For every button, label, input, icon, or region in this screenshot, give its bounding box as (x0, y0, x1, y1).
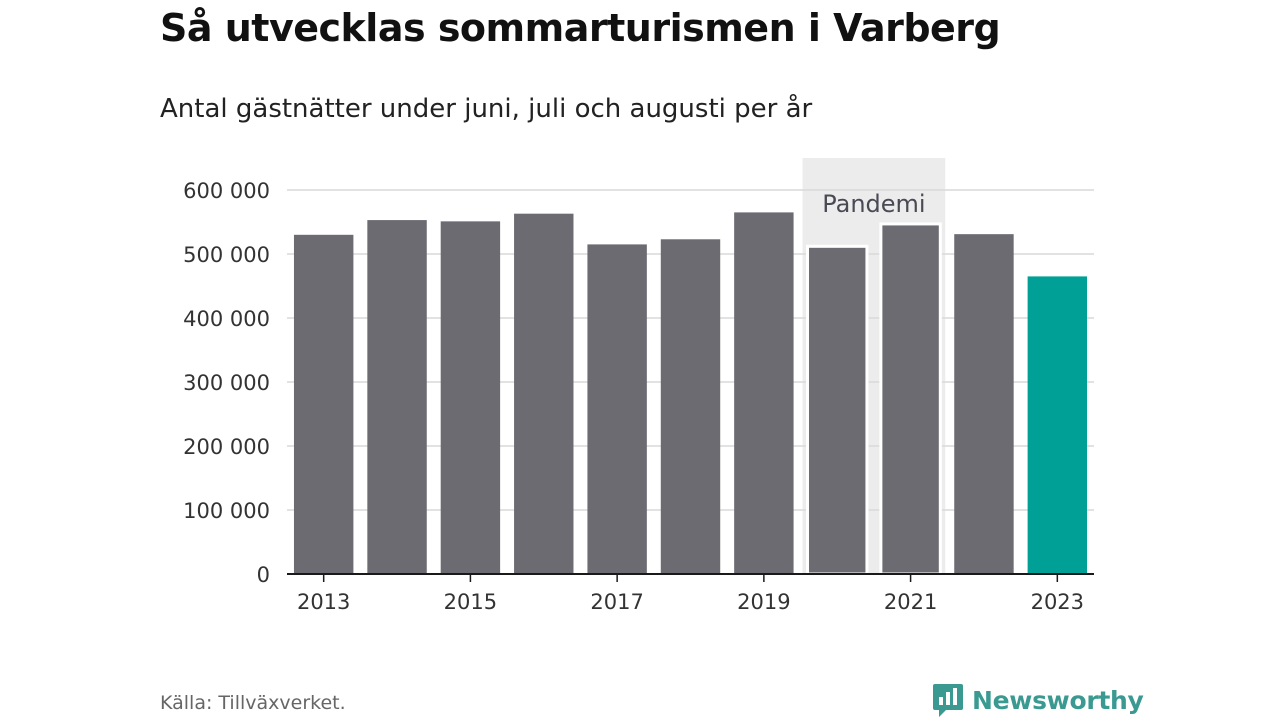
x-tick-label: 2019 (737, 590, 790, 614)
chart-title: Så utvecklas sommarturismen i Varberg (160, 6, 1001, 50)
pandemic-annotation-label: Pandemi (822, 190, 925, 218)
bar-2016 (514, 213, 574, 574)
x-tick-label: 2013 (297, 590, 350, 614)
bar-2020 (806, 244, 869, 576)
bar-2022 (954, 234, 1014, 574)
newsworthy-logo-text: Newsworthy (972, 685, 1144, 715)
y-tick-label: 400 000 (183, 307, 270, 331)
bar-2014 (367, 220, 427, 574)
bar-2015 (440, 221, 501, 575)
y-tick-label: 200 000 (183, 435, 270, 459)
x-tick-label: 2021 (884, 590, 937, 614)
newsworthy-logo: Newsworthy (932, 682, 1144, 718)
bar-2013 (293, 234, 354, 575)
y-tick-label: 100 000 (183, 499, 270, 523)
y-tick-label: 500 000 (183, 243, 270, 267)
y-tick-label: 0 (257, 563, 270, 587)
x-tick-label: 2023 (1031, 590, 1084, 614)
bar-2019 (734, 212, 794, 574)
x-tick-label: 2017 (590, 590, 643, 614)
bar-2021 (879, 222, 942, 576)
newsworthy-logo-icon (933, 684, 963, 717)
chart-subtitle: Antal gästnätter under juni, juli och au… (160, 94, 813, 124)
bar-2023 (1027, 276, 1088, 574)
y-tick-label: 300 000 (183, 371, 270, 395)
x-tick-label: 2015 (444, 590, 497, 614)
bar-chart: 0 100 000 200 000 300 000 400 000 500 000 600 … (183, 158, 1094, 614)
bar-2017 (587, 244, 647, 574)
source-note: Källa: Tillväxverket. (160, 692, 346, 714)
bar-2018 (660, 239, 721, 574)
y-tick-label: 600 000 (183, 179, 270, 203)
